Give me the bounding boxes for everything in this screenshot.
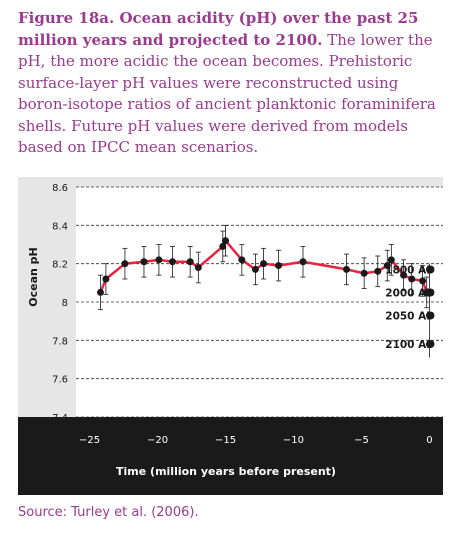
figure-caption: Figure 18a. Ocean acidity (pH) over the … (18, 8, 438, 159)
x-axis-label: Time (million years before present) (116, 465, 336, 478)
ph-chart: 7.4 7.6 7.8 8 8.2 8.4 8.6 −25 −20 −15 −10 −5 0 1800… (18, 183, 443, 495)
data-point (238, 256, 246, 264)
data-point (387, 256, 395, 264)
data-point (222, 237, 230, 245)
x-tick-label: −10 (283, 435, 304, 446)
projection-label: 2050 AD (385, 310, 435, 322)
y-tick-label: 8.2 (52, 260, 68, 271)
y-tick-label: 8.6 (52, 183, 68, 194)
projection-point (425, 311, 433, 319)
chart-panel: 7.4 7.6 7.8 8 8.2 8.4 8.6 −25 −20 −15 −10 −5 0 1800… (18, 177, 443, 495)
x-tick-label: −15 (215, 435, 236, 446)
data-point (419, 277, 427, 285)
x-axis-band (18, 417, 443, 495)
data-point (121, 260, 129, 268)
data-point (169, 258, 177, 266)
x-axis-ticks: −25 −20 −15 −10 −5 0 (79, 435, 433, 446)
x-tick-label: −20 (147, 435, 168, 446)
data-point (260, 260, 268, 268)
data-point (186, 258, 194, 266)
data-point (155, 256, 163, 264)
data-point (219, 242, 227, 250)
projection-point (425, 340, 433, 348)
projection-label: 1800 AD (385, 264, 435, 276)
data-point (96, 288, 104, 296)
projection-label: 2100 AD (385, 339, 435, 351)
y-tick-label: 7.4 (52, 413, 68, 424)
y-tick-label: 8 (62, 298, 68, 309)
data-point (383, 262, 391, 270)
data-point (275, 262, 283, 270)
figure-title: . Ocean acidity (pH) over the past 25 mi… (18, 9, 419, 49)
data-point (408, 275, 416, 283)
y-axis-label: Ocean pH (27, 247, 40, 307)
x-tick-label: 0 (426, 435, 432, 446)
data-point (194, 264, 202, 271)
source-note: Source: Turley et al. (2006). (18, 505, 199, 520)
y-tick-label: 8.4 (52, 221, 68, 232)
data-point (374, 267, 382, 275)
data-point (102, 275, 110, 283)
y-axis-ticks: 7.4 7.6 7.8 8 8.2 8.4 8.6 (52, 183, 68, 424)
data-point (342, 265, 350, 273)
figure-label: Figure 18a (18, 9, 110, 27)
data-point (400, 271, 408, 279)
x-tick-label: −5 (354, 435, 369, 446)
projections-group: 1800 AD 2000 AD 2050 AD 2100 AD (385, 263, 435, 358)
figure-description: The lower the pH, the more acidic the oc… (18, 30, 436, 157)
data-point (299, 258, 307, 266)
projection-point (425, 265, 433, 273)
data-point (140, 258, 148, 266)
y-tick-label: 7.8 (52, 336, 68, 347)
series-group (96, 224, 431, 311)
projection-label: 2000 AD (385, 287, 435, 299)
x-tick-label: −25 (79, 435, 100, 446)
data-point (251, 265, 259, 273)
data-point (360, 269, 368, 277)
y-tick-label: 7.6 (52, 375, 68, 386)
projection-point (425, 288, 433, 296)
